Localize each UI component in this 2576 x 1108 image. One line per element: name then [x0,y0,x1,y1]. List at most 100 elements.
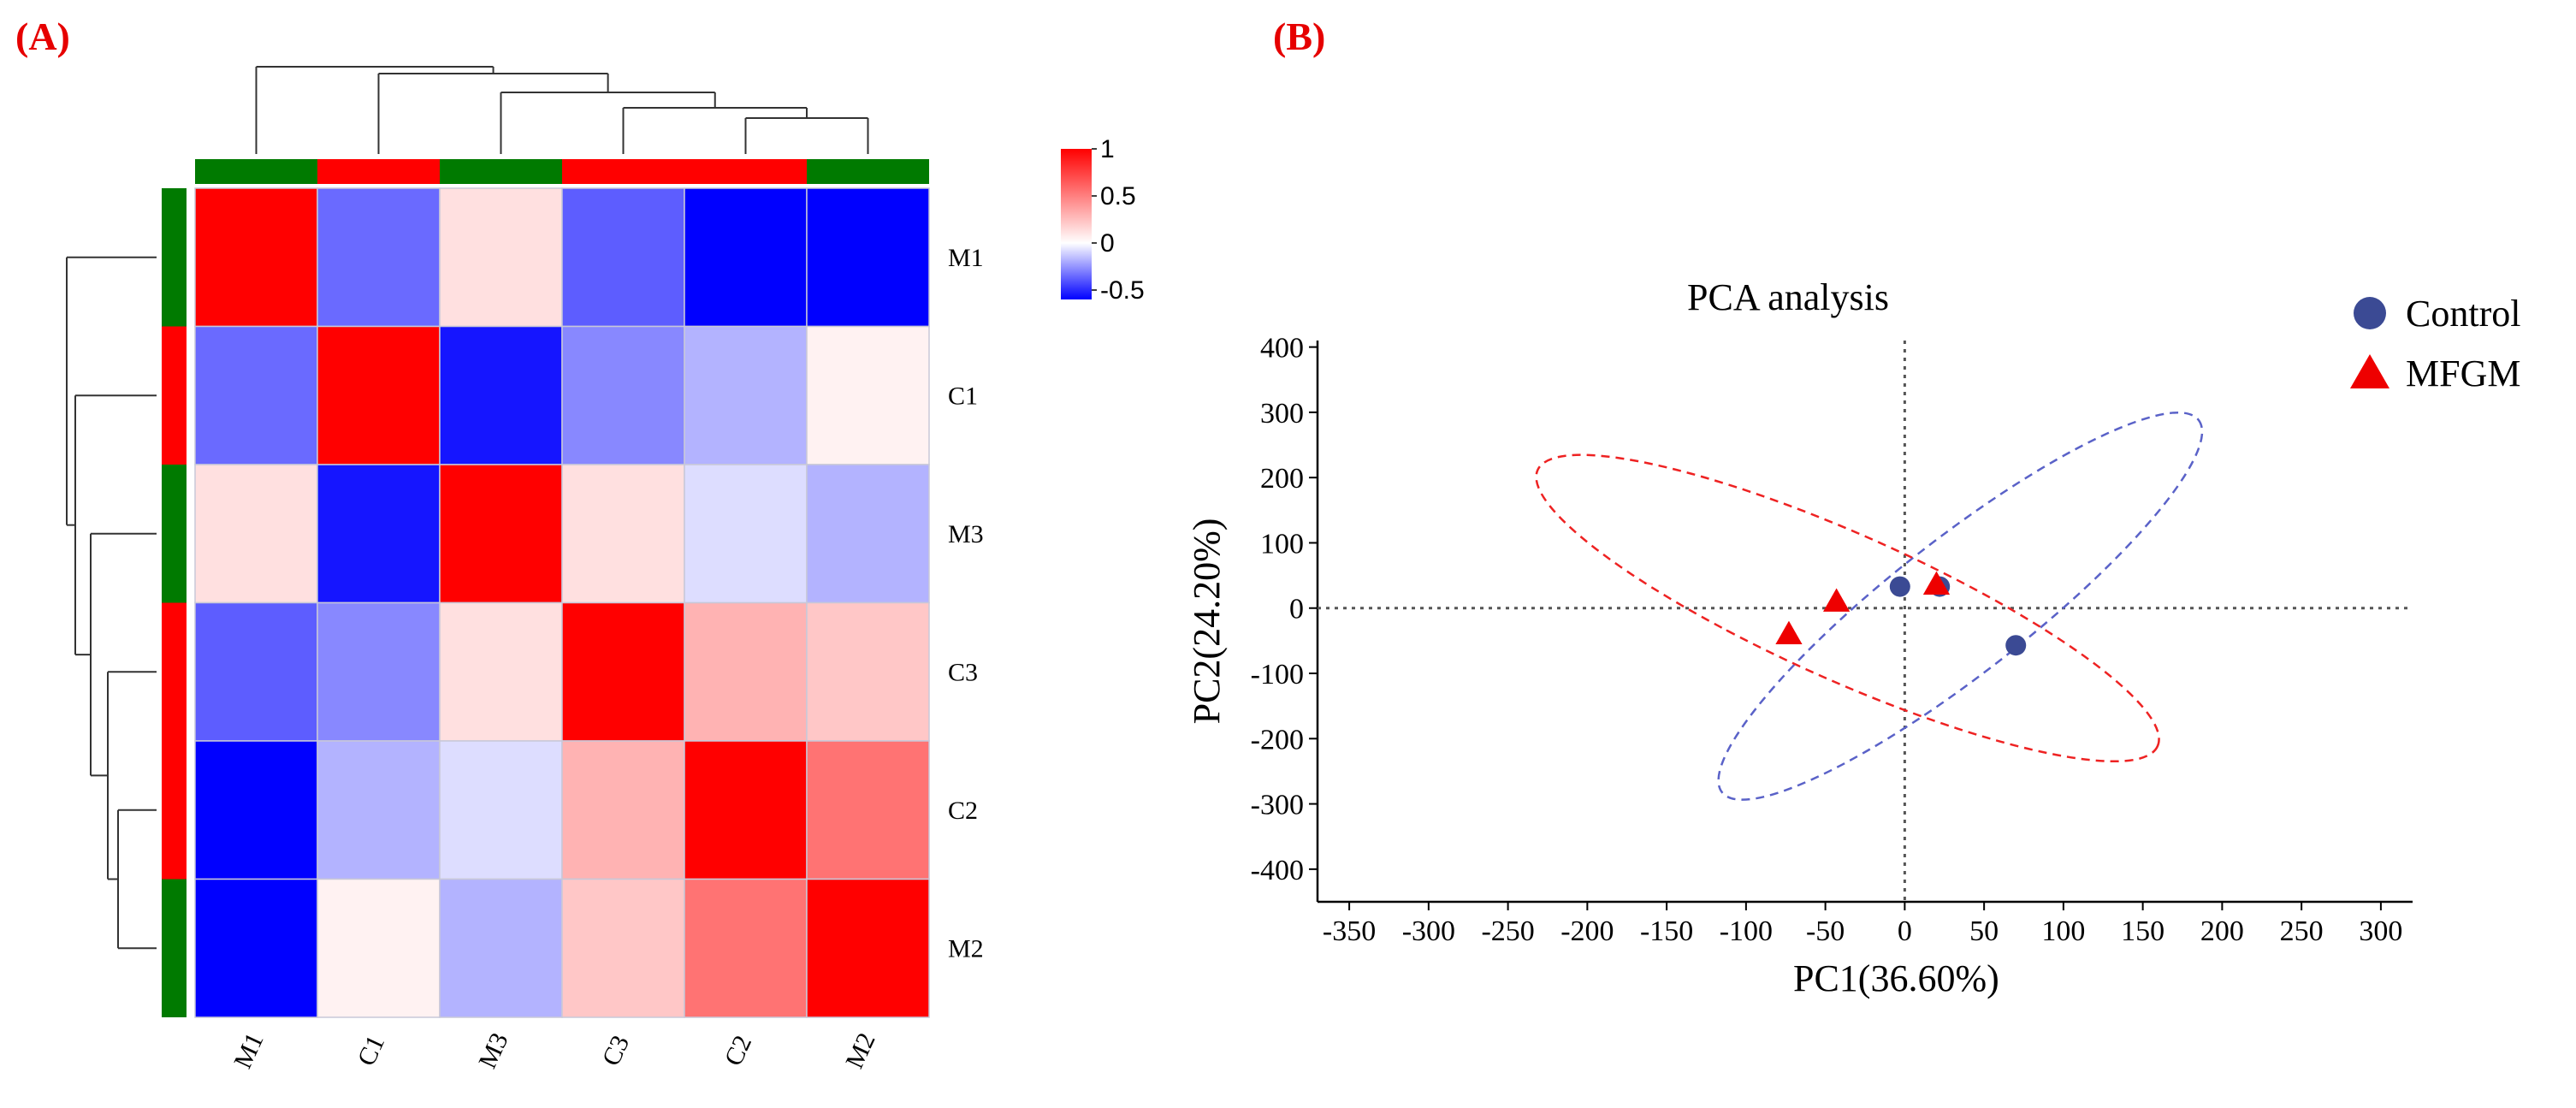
column-group-bar-M2 [807,159,929,184]
y-tick-label: 100 [1260,528,1304,560]
legend-marker-mfgm [2350,354,2389,388]
data-point-control [2005,635,2027,656]
heatmap-cell-C2-C3 [561,740,685,880]
row-dendrogram [66,256,157,950]
heatmap-cell-M2-M1 [194,878,318,1018]
row-label: M2 [948,934,984,963]
column-group-bar-C1 [317,159,440,184]
column-label: C3 [597,1031,636,1070]
heatmap-cell-C1-M1 [194,325,318,465]
data-point-mfgm [1922,571,1951,595]
heatmap-cell-M1-M3 [439,187,563,328]
row-label: M3 [948,520,984,548]
y-tick-label: 200 [1260,463,1304,495]
heatmap-cell-C2-C1 [317,740,441,880]
x-tick-label: -350 [1323,915,1376,947]
x-tick-label: 100 [2041,915,2085,947]
y-tick-label: -400 [1251,855,1304,886]
panel-label-b: (B) [1273,15,1325,58]
heatmap-cell-M2-C1 [317,878,441,1018]
colorbar-tick-label: 0.5 [1100,182,1136,210]
column-group-bar-C2 [684,159,807,184]
heatmap-cell-C2-C2 [684,740,808,880]
row-group-bar-M1 [162,188,187,327]
colorbar-tick-label: -0.5 [1100,276,1145,305]
column-label: M3 [473,1028,514,1073]
heatmap-cell-C3-M2 [806,601,930,742]
heatmap-cell-C2-M1 [194,740,318,880]
confidence-ellipse-mfgm [1535,453,2160,763]
heatmap-cell-M2-M2 [806,878,930,1018]
heatmap-cell-M1-M2 [806,187,930,328]
x-tick-label: 200 [2200,915,2244,947]
row-group-bar-M2 [162,879,187,1017]
x-tick-label: -50 [1806,915,1845,947]
colorbar [1061,149,1092,299]
heatmap-cell-M3-C3 [561,464,685,604]
heatmap-cell-C3-C2 [684,601,808,742]
heatmap-cell-M2-C2 [684,878,808,1018]
heatmap-cell-M3-M3 [439,464,563,604]
pca-panel: -350 -300 -250 -200 -150 -100 -50 0 50 100 150 200 2… [1186,276,2521,999]
row-label: C2 [948,797,978,825]
y-tick-label: -300 [1251,790,1304,821]
x-tick-label: -250 [1481,915,1534,947]
legend-label-control: Control [2406,293,2520,335]
x-tick-label: -100 [1720,915,1773,947]
colorbar-tick-label: 0 [1100,229,1115,258]
x-tick-label: 250 [2280,915,2324,947]
column-label: C1 [352,1031,391,1070]
heatmap-cell-M3-C1 [317,464,441,604]
y-tick-label: -200 [1251,724,1304,755]
heatmap-cell-M1-C2 [684,187,808,328]
legend-label-mfgm: MFGM [2406,353,2521,394]
row-label: C3 [948,658,978,686]
row-group-bar-M3 [162,465,187,603]
data-point-control [1889,576,1910,597]
heatmap-cell-C1-C2 [684,325,808,465]
heatmap-cell-C3-C3 [561,601,685,742]
column-group-bar-M3 [440,159,562,184]
column-label: C2 [720,1031,758,1070]
heatmap-cell-M2-C3 [561,878,685,1018]
heatmap-cell-C1-C1 [317,325,441,465]
x-tick-label: 300 [2359,915,2402,947]
heatmap-cell-M1-C1 [317,187,441,328]
data-point-mfgm [1775,620,1803,644]
column-label: M1 [228,1028,269,1073]
heatmap-cell-M3-C2 [684,464,808,604]
y-tick-label: -100 [1251,659,1304,690]
heatmap-cell-C1-M3 [439,325,563,465]
heatmap-cell-M2-M3 [439,878,563,1018]
row-label: M1 [948,244,984,272]
y-tick-label: 0 [1289,594,1304,625]
chart-title: PCA analysis [1687,276,1889,318]
heatmap-panel: M1 C1 M3 C3 C2 M2 M1 C1 M3 C3 C2 M2 1 0.5 0 -0.5 [66,66,1145,1073]
confidence-ellipse-control [1717,411,2204,801]
heatmap-cell-C2-M2 [806,740,930,880]
heatmap-cell-C2-M3 [439,740,563,880]
column-label: M2 [840,1028,881,1073]
x-tick-label: 150 [2121,915,2164,947]
heatmap-cell-M1-M1 [194,187,318,328]
heatmap-cell-M3-M2 [806,464,930,604]
data-point-mfgm [1823,588,1851,612]
column-group-bar-M1 [195,159,317,184]
row-group-bar-C3 [162,602,187,741]
x-tick-label: -200 [1560,915,1614,947]
heatmap-cell-C1-M2 [806,325,930,465]
x-tick-label: 0 [1898,915,1912,947]
x-axis-title: PC1(36.60%) [1793,957,1999,999]
colorbar-tick-label: 1 [1100,135,1115,163]
heatmap-cell-C3-C1 [317,601,441,742]
y-tick-label: 300 [1260,398,1304,430]
column-dendrogram [255,66,869,154]
heatmap-cell-M3-M1 [194,464,318,604]
x-tick-label: -300 [1402,915,1455,947]
column-group-bar-C3 [562,159,684,184]
heatmap-cell-C3-M1 [194,601,318,742]
x-tick-label: -150 [1640,915,1693,947]
y-axis-title: PC2(24.20%) [1186,518,1228,725]
legend-marker-control [2354,297,2386,329]
